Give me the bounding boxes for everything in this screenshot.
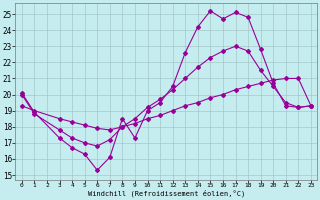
X-axis label: Windchill (Refroidissement éolien,°C): Windchill (Refroidissement éolien,°C) — [88, 190, 245, 197]
